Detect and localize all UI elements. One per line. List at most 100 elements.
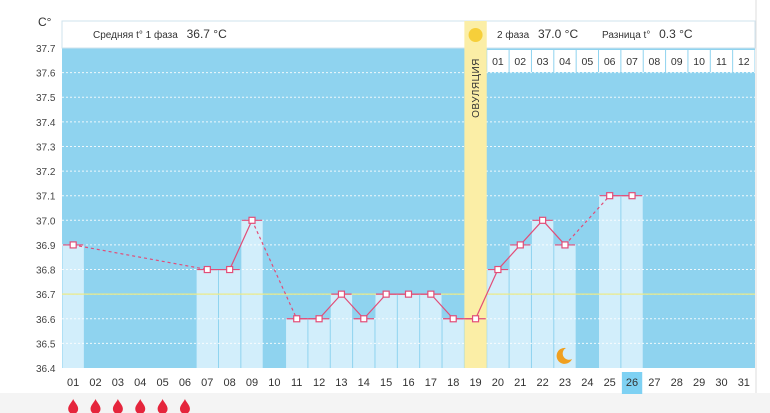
temperature-line-segment xyxy=(340,293,365,320)
y-tick-label: 37.1 xyxy=(36,192,56,203)
temperature-bar xyxy=(286,318,308,368)
blood-drop-icon xyxy=(112,399,123,413)
phase2-day-cell xyxy=(554,50,576,72)
difference-value: 0.3 °C xyxy=(659,27,693,41)
temperature-line-segment xyxy=(542,219,566,246)
phase2-day-label: 11 xyxy=(716,56,727,68)
x-day-label[interactable]: 02 xyxy=(89,377,101,389)
x-day-label[interactable]: 10 xyxy=(268,377,280,389)
x-day-label[interactable]: 18 xyxy=(447,377,459,389)
temperature-line-segment xyxy=(564,195,611,246)
phase2-day-cell xyxy=(666,50,688,72)
svg-text:2 фаза 37.0 °C: 2 фаза 37.0 °C xyxy=(497,27,578,41)
x-day-label[interactable]: 05 xyxy=(156,377,168,389)
temperature-point[interactable] xyxy=(69,241,77,249)
temperature-bar xyxy=(62,244,84,368)
phase2-day-cell xyxy=(576,50,599,72)
temperature-bar xyxy=(599,195,621,368)
x-day-label[interactable]: 20 xyxy=(492,377,504,389)
y-tick-label: 37.2 xyxy=(36,167,56,178)
phase2-day-label: 02 xyxy=(514,56,526,68)
temperature-bar xyxy=(330,294,353,368)
temperature-point[interactable] xyxy=(561,241,569,249)
phase2-day-label: 05 xyxy=(581,56,593,68)
y-tick-label: 37.4 xyxy=(36,118,56,129)
temperature-point[interactable] xyxy=(606,192,614,200)
moon-icon xyxy=(556,347,572,364)
phase2-day-label: 07 xyxy=(626,56,638,68)
temperature-point[interactable] xyxy=(494,265,502,274)
svg-text:Средняя t° 1 фаза 36.7: Средняя t° 1 фаза 36.7 °C xyxy=(93,27,227,41)
x-day-label[interactable]: 26 xyxy=(626,377,638,389)
temperature-bar xyxy=(554,244,576,368)
blood-drop-icon xyxy=(90,399,101,413)
temperature-point[interactable] xyxy=(203,265,211,274)
temperature-bar xyxy=(442,318,464,368)
x-day-label[interactable]: 06 xyxy=(179,377,191,389)
temperature-point[interactable] xyxy=(471,315,480,323)
x-day-label[interactable]: 12 xyxy=(313,377,325,389)
x-day-label[interactable]: 17 xyxy=(425,377,437,389)
x-day-label[interactable]: 24 xyxy=(581,377,593,389)
x-day-label[interactable]: 04 xyxy=(134,377,146,389)
x-day-label[interactable]: 30 xyxy=(715,377,727,389)
x-day-label[interactable]: 13 xyxy=(335,377,347,389)
temperature-bar xyxy=(420,294,442,368)
temperature-point[interactable] xyxy=(248,216,256,224)
temperature-point[interactable] xyxy=(628,192,636,200)
phase2-day-label: 04 xyxy=(559,56,571,68)
x-day-label[interactable]: 16 xyxy=(402,377,414,389)
phase1-value: 36.7 °C xyxy=(187,27,227,41)
x-day-label[interactable]: 22 xyxy=(537,377,549,389)
x-day-label[interactable]: 08 xyxy=(224,377,236,389)
phase2-day-cell xyxy=(599,50,621,72)
x-day-label[interactable]: 21 xyxy=(514,377,526,389)
x-day-label[interactable]: 07 xyxy=(201,377,213,389)
y-tick-label: 36.9 xyxy=(36,241,56,252)
phase2-day-label: 06 xyxy=(604,56,616,68)
x-day-label[interactable]: 29 xyxy=(693,377,705,389)
y-unit-label: С° xyxy=(38,15,52,29)
phase2-day-cell xyxy=(733,50,755,72)
bottom-bar xyxy=(0,393,770,413)
temperature-point[interactable] xyxy=(449,315,457,323)
phase2-day-cell xyxy=(643,50,666,72)
temperature-point[interactable] xyxy=(539,216,547,224)
y-tick-label: 37.5 xyxy=(36,93,56,104)
x-day-label[interactable]: 14 xyxy=(358,377,370,389)
x-day-label[interactable]: 25 xyxy=(604,377,616,389)
sun-icon xyxy=(468,28,483,42)
phase2-day-label: 09 xyxy=(671,56,683,68)
x-day-label[interactable]: 15 xyxy=(380,377,392,389)
phase2-day-cell xyxy=(710,50,733,72)
x-day-label[interactable]: 09 xyxy=(246,377,258,389)
phase2-day-label: 08 xyxy=(649,56,661,68)
phase2-day-cell xyxy=(531,50,554,72)
x-day-label[interactable]: 28 xyxy=(671,377,683,389)
x-day-label[interactable]: 01 xyxy=(67,377,79,389)
phase2-day-label: 03 xyxy=(537,56,549,68)
temperature-point[interactable] xyxy=(226,265,234,274)
y-tick-label: 36.6 xyxy=(36,315,56,326)
temperature-point[interactable] xyxy=(315,315,323,323)
temperature-point[interactable] xyxy=(337,290,346,298)
temperature-point[interactable] xyxy=(427,290,435,298)
temperature-point[interactable] xyxy=(360,315,368,323)
temperature-point[interactable] xyxy=(404,290,413,298)
x-day-label[interactable]: 19 xyxy=(469,377,481,389)
x-day-label[interactable]: 11 xyxy=(291,377,302,389)
x-day-label[interactable]: 27 xyxy=(648,377,660,389)
x-day-label[interactable]: 03 xyxy=(112,377,124,389)
temperature-point[interactable] xyxy=(293,315,301,323)
temperature-line-segment xyxy=(519,219,544,246)
phase1-label: Средняя t° 1 фаза xyxy=(93,29,178,41)
y-tick-label: 36.5 xyxy=(36,339,56,350)
phase2-value: 37.0 °C xyxy=(538,27,578,41)
temperature-bar xyxy=(621,195,643,368)
x-day-label[interactable]: 23 xyxy=(559,377,571,389)
temperature-point[interactable] xyxy=(382,290,390,298)
x-day-label[interactable]: 31 xyxy=(738,377,750,389)
temperature-point[interactable] xyxy=(516,241,524,249)
